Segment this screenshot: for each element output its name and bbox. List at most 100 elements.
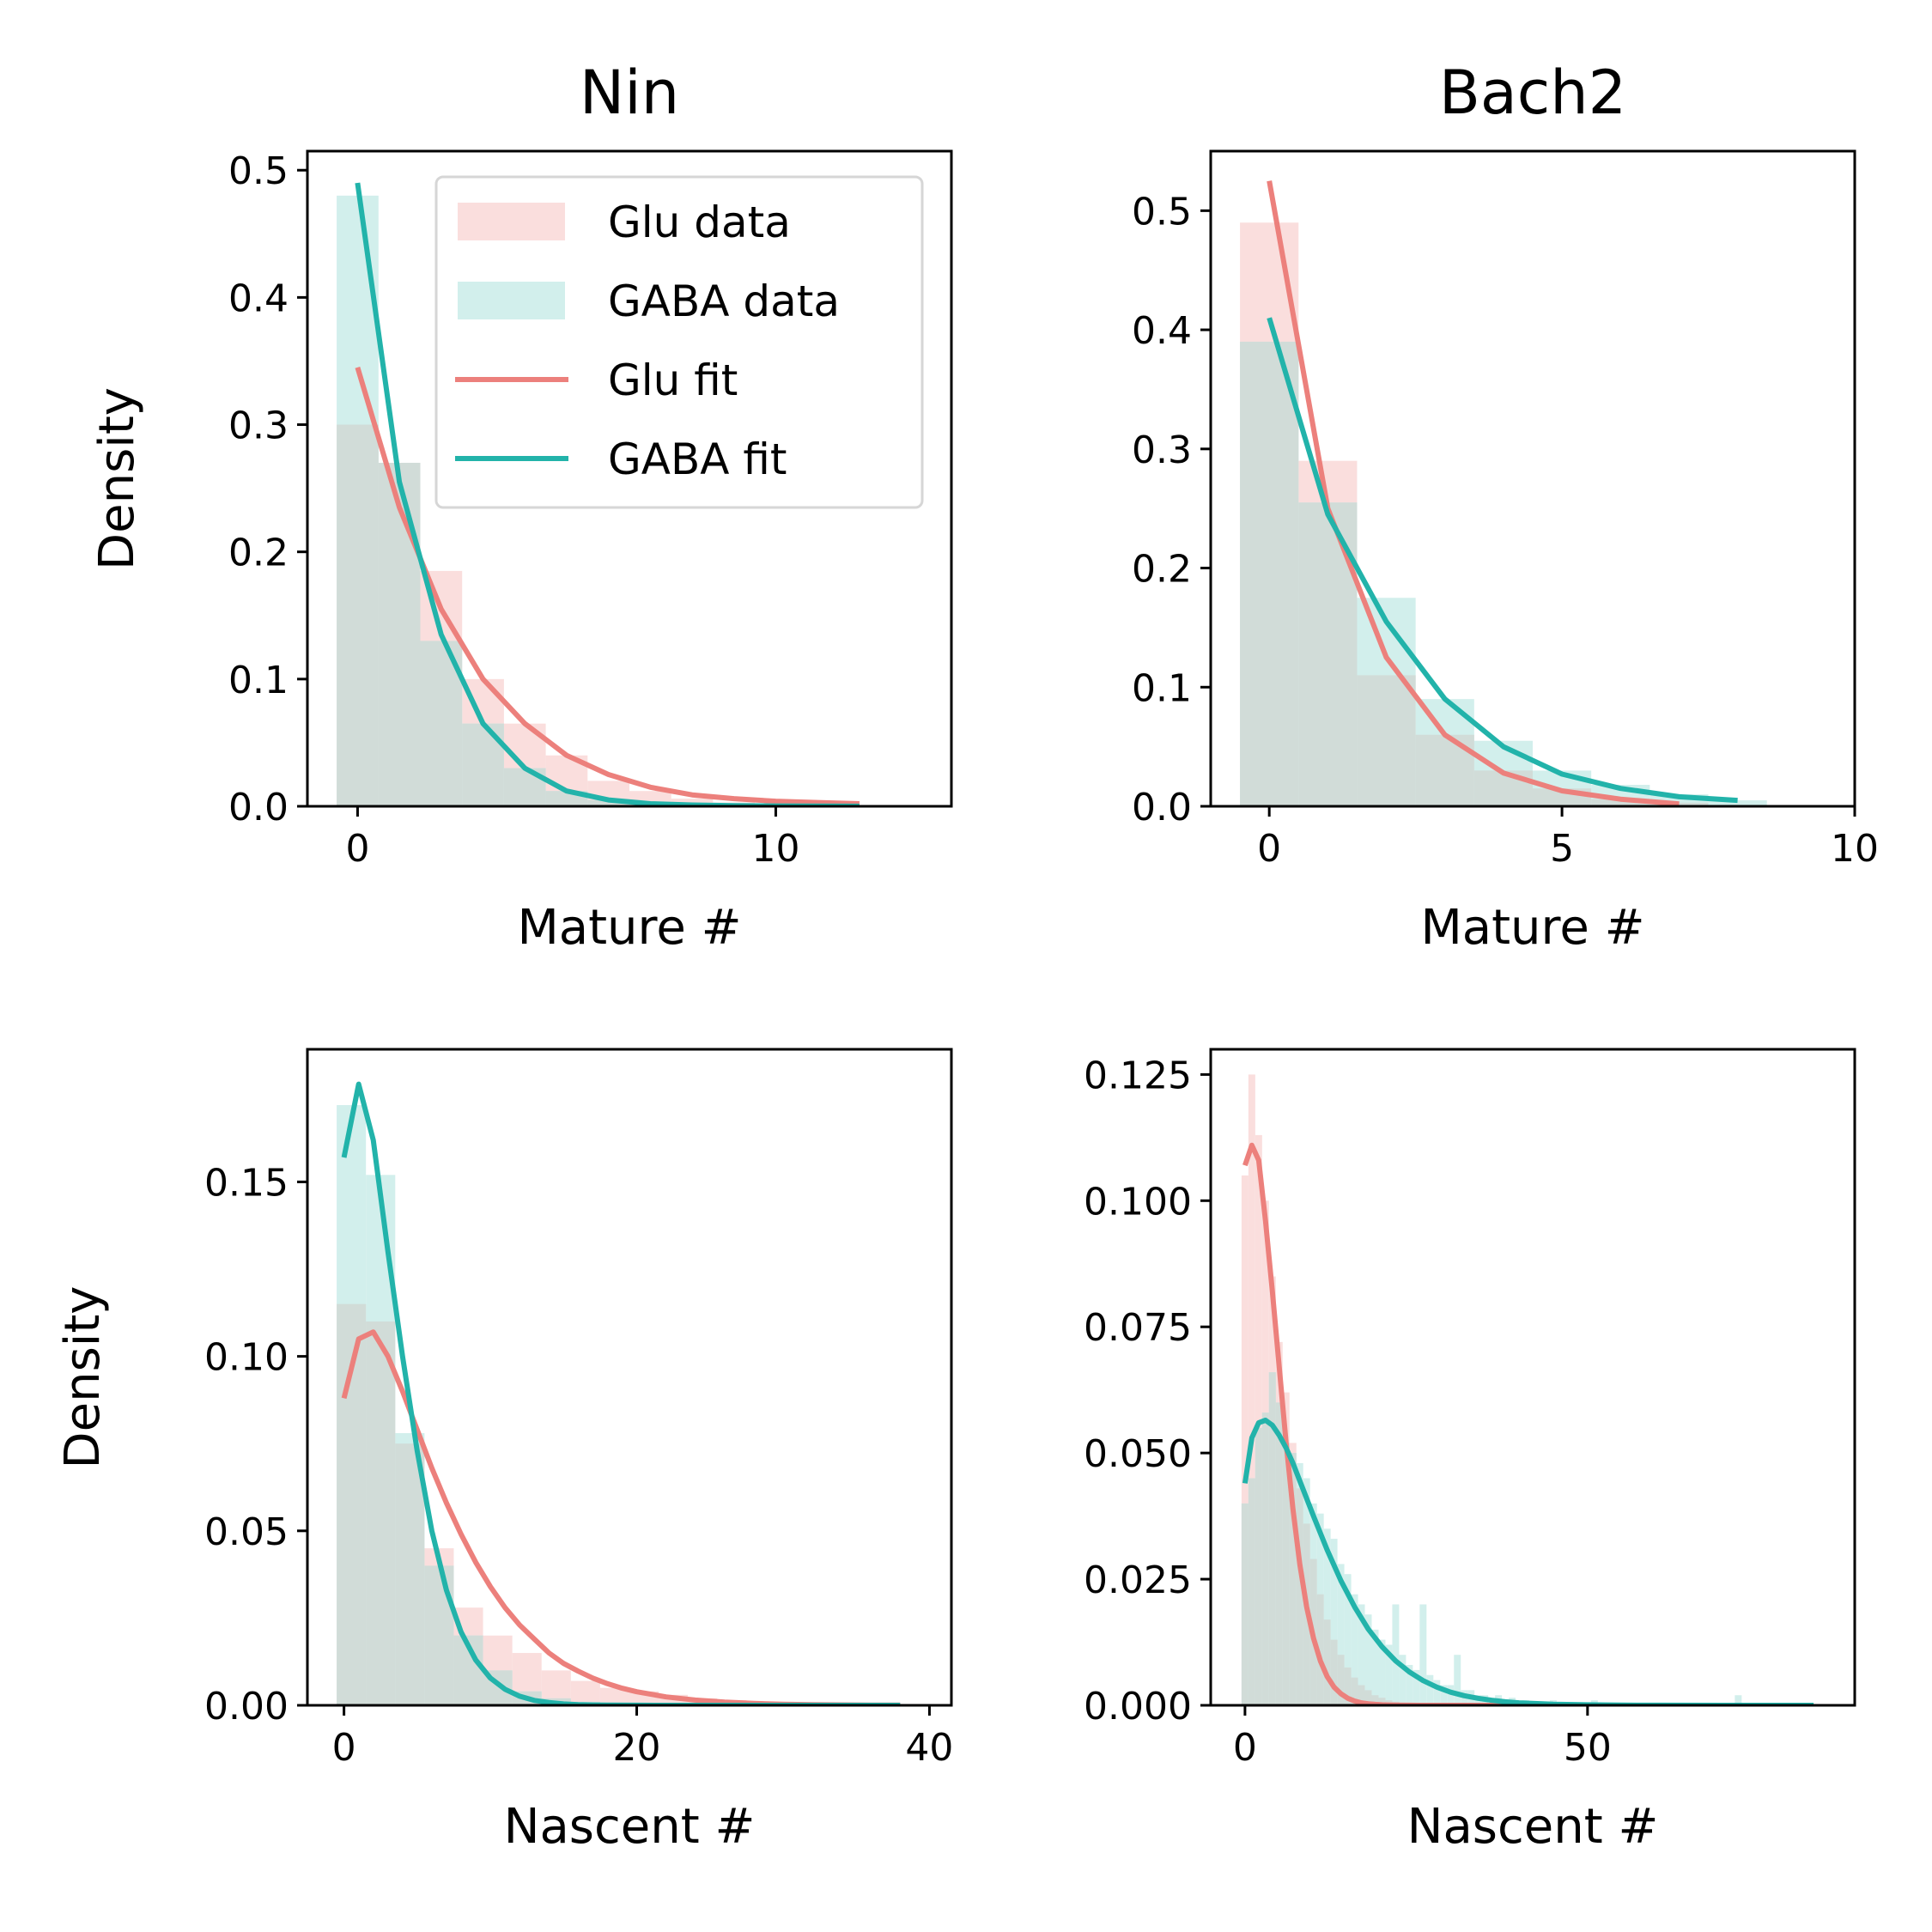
legend-swatch	[458, 282, 565, 319]
hist-bar-overlap	[1473, 770, 1533, 806]
panel-nin-nascent: 0 20 40 0.00 0.05 0.10 0.15 Nascent # Density	[55, 1048, 953, 1855]
y-tick-label: 0.3	[228, 404, 289, 448]
hist-bar-overlap	[1649, 802, 1709, 806]
hist-bar-overlap	[587, 799, 629, 806]
y-axis-label: Density	[89, 387, 145, 570]
hist-bar-overlap	[395, 1443, 425, 1705]
hist-bar-glu	[1241, 1175, 1249, 1705]
hist-bar-gaba	[1454, 1655, 1461, 1705]
y-tick-label: 0.10	[204, 1336, 289, 1380]
hist-bar-overlap	[1296, 1488, 1303, 1705]
y-tick-label: 0.15	[204, 1161, 289, 1205]
y-tick-label: 0.0	[228, 786, 289, 829]
hist-bar-overlap	[1316, 1594, 1324, 1705]
hist-bar-gaba	[1426, 1674, 1434, 1705]
hist-bar-overlap	[1323, 1619, 1331, 1705]
x-tick-label: 40	[905, 1726, 953, 1770]
hist-bar-overlap	[1241, 1503, 1249, 1705]
hist-bar-gaba	[1447, 1685, 1455, 1705]
hist-bar-gaba	[1378, 1639, 1386, 1705]
hist-bar-glu	[599, 1687, 629, 1705]
hist-bar-overlap	[1371, 1695, 1379, 1705]
x-axis-label: Mature #	[517, 900, 741, 956]
hist-bar-gaba	[1344, 1574, 1352, 1705]
x-axis-label: Nascent #	[1407, 1799, 1659, 1855]
hist-bar-gaba	[1399, 1655, 1406, 1705]
panel-title: Bach2	[1439, 58, 1626, 128]
hist-bar-overlap	[1240, 341, 1299, 806]
hist-bar-overlap	[1261, 1413, 1269, 1705]
hist-bar-overlap	[424, 1565, 454, 1705]
x-tick-label: 0	[345, 827, 369, 871]
y-tick-label: 0.075	[1084, 1306, 1192, 1350]
hist-bar-gaba	[1323, 1528, 1331, 1705]
hist-bar-gaba	[1433, 1680, 1441, 1705]
hist-bar-overlap	[1378, 1698, 1386, 1705]
hist-bar-overlap	[1364, 1690, 1372, 1705]
legend-entry-label: Glu fit	[608, 355, 738, 405]
hist-bar-gaba	[1735, 1695, 1742, 1705]
hist-bar-gaba	[1364, 1614, 1372, 1705]
hist-bar-overlap	[1344, 1667, 1352, 1705]
axes-frame	[306, 149, 953, 808]
y-tick-label: 0.0	[1132, 786, 1192, 829]
x-tick-label: 5	[1550, 827, 1574, 871]
y-axis-label: Density	[55, 1286, 111, 1469]
legend-entry-label: Glu data	[608, 197, 791, 247]
legend: Glu data GABA data Glu fit GABA fit	[434, 175, 924, 509]
y-tick-label: 0.1	[228, 659, 289, 702]
hist-bar-gaba	[1708, 800, 1767, 806]
panel-bach2-nascent: 0 50 0.000 0.025 0.050 0.075 0.100 0.125 Nascent…	[1084, 1048, 1856, 1855]
hist-bar-overlap	[1248, 1478, 1255, 1705]
y-tick-label: 0.5	[228, 149, 289, 193]
panel-bach2-mature: 0 5 10 0.0 0.1 0.2 0.3 0.4 0.5 Mature # Bach2	[1132, 58, 1879, 956]
hist-bar-overlap	[1330, 1639, 1338, 1705]
x-axis-label: Nascent #	[504, 1799, 756, 1855]
y-tick-label: 0.125	[1084, 1054, 1192, 1097]
hist-bar-overlap	[337, 424, 379, 806]
x-tick-label: 0	[332, 1726, 356, 1770]
hist-bar-gaba	[1440, 1685, 1448, 1705]
hist-bar-gaba	[1358, 1604, 1365, 1705]
hist-bar-gaba	[1413, 1669, 1420, 1705]
hist-bar-gaba	[1371, 1629, 1379, 1705]
hist-bar-overlap	[1358, 1685, 1365, 1705]
plot-area	[337, 1081, 901, 1705]
hist-bar-overlap	[1337, 1655, 1345, 1705]
glu-fit-line	[1242, 1142, 1553, 1705]
y-tick-label: 0.050	[1084, 1432, 1192, 1476]
hist-bar-gaba	[1330, 1539, 1338, 1705]
x-tick-label: 0	[1257, 827, 1281, 871]
panel-title: Nin	[580, 58, 679, 128]
y-tick-label: 0.2	[1132, 548, 1192, 592]
hist-bar-gaba	[1419, 1604, 1427, 1705]
hist-bar-gaba	[1385, 1644, 1393, 1705]
hist-bar-gaba	[1351, 1594, 1358, 1705]
hist-bar-overlap	[1275, 1402, 1283, 1705]
hist-bar-overlap	[378, 462, 421, 806]
x-tick-label: 10	[751, 827, 799, 871]
glu-fit-line	[355, 367, 860, 806]
y-tick-label: 0.4	[228, 276, 289, 320]
gaba-fit-line	[1267, 317, 1738, 804]
y-tick-label: 0.5	[1132, 190, 1192, 234]
plot-area	[337, 182, 881, 806]
hist-bar-overlap	[1351, 1677, 1358, 1705]
axes-frame	[306, 1048, 953, 1707]
legend-swatch	[458, 203, 565, 240]
x-axis-label: Mature #	[1420, 900, 1644, 956]
hist-bar-glu	[570, 1680, 600, 1705]
hist-bar-overlap	[1289, 1453, 1297, 1705]
y-tick-label: 0.05	[204, 1510, 289, 1554]
hist-bar-gaba	[1392, 1604, 1400, 1705]
x-tick-label: 20	[613, 1726, 661, 1770]
plot-area	[1240, 180, 1767, 806]
y-tick-label: 0.025	[1084, 1558, 1192, 1602]
plot-area	[1241, 1074, 1814, 1705]
hist-bar-gaba	[1337, 1564, 1345, 1705]
hist-bar-overlap	[1268, 1372, 1276, 1705]
y-tick-label: 0.100	[1084, 1180, 1192, 1224]
hist-bar-glu	[1248, 1074, 1255, 1705]
y-tick-label: 0.2	[228, 532, 289, 575]
